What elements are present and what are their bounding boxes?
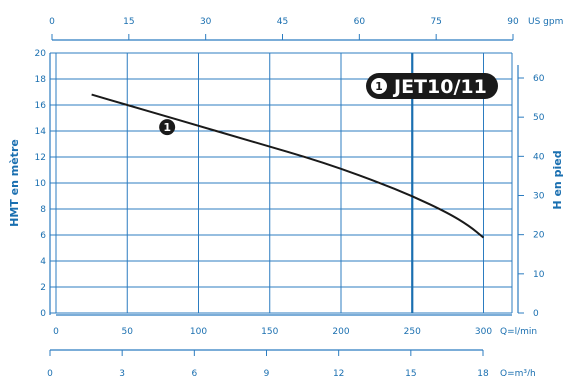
left-axis-title: HMT en mètre xyxy=(8,139,21,227)
left-tick-label: 4 xyxy=(40,257,46,267)
curve-marker xyxy=(159,119,176,136)
top-tick-label: 30 xyxy=(200,17,212,27)
left-tick-label: 2 xyxy=(40,283,46,293)
right-tick-label: 0 xyxy=(533,309,539,319)
bottom2-tick-label: 0 xyxy=(47,369,53,376)
top-axis-label: US gpm xyxy=(528,17,563,27)
bottom2-axis-label: Q=m³/h xyxy=(500,369,536,376)
left-tick-label: 6 xyxy=(40,231,46,241)
left-tick-label: 20 xyxy=(35,49,47,59)
bottom2-tick-label: 9 xyxy=(264,369,270,376)
top-tick-label: 90 xyxy=(507,17,519,27)
labels: HMT en mètre H en pied 1 1 JET10/11 xyxy=(8,73,564,227)
bottom2-tick-label: 18 xyxy=(477,369,489,376)
bottom-axis-label: Q=l/min xyxy=(500,327,537,337)
bottom2-tick-label: 12 xyxy=(333,369,344,376)
top-tick-label: 75 xyxy=(430,17,441,27)
curve-marker-label: 1 xyxy=(163,121,171,134)
legend-badge-marker-label: 1 xyxy=(375,80,383,93)
series-line xyxy=(91,93,485,239)
left-tick-label: 14 xyxy=(35,127,47,137)
left-tick-label: 10 xyxy=(35,179,47,189)
top-tick-label: 60 xyxy=(354,17,366,27)
right-axis-title: H en pied xyxy=(551,150,564,209)
right-tick-label: 40 xyxy=(533,152,545,162)
curves xyxy=(91,93,485,239)
bottom-tick-label: 300 xyxy=(475,327,492,337)
right-tick-label: 50 xyxy=(533,113,545,123)
bottom-tick-label: 150 xyxy=(261,327,278,337)
bottom2-tick-label: 3 xyxy=(119,369,125,376)
bottom2-tick-label: 15 xyxy=(405,369,416,376)
bottom-tick-label: 0 xyxy=(53,327,59,337)
legend-badge-label: JET10/11 xyxy=(392,76,487,98)
legend-badge xyxy=(366,73,498,99)
right-tick-label: 10 xyxy=(533,270,545,280)
right-tick-label: 60 xyxy=(533,74,545,84)
bottom-tick-label: 200 xyxy=(332,327,349,337)
right-tick-label: 20 xyxy=(533,231,545,241)
right-tick-label: 30 xyxy=(533,192,545,202)
left-tick-label: 16 xyxy=(35,101,47,111)
bottom-tick-label: 50 xyxy=(122,327,134,337)
bottom2-tick-label: 6 xyxy=(191,369,197,376)
left-tick-label: 12 xyxy=(35,153,46,163)
bottom-tick-label: 250 xyxy=(404,327,421,337)
left-tick-label: 8 xyxy=(40,205,46,215)
left-tick-label: 18 xyxy=(35,75,47,85)
top-tick-label: 45 xyxy=(277,17,288,27)
left-tick-label: 0 xyxy=(40,309,46,319)
bottom-tick-label: 100 xyxy=(190,327,207,337)
top-tick-label: 15 xyxy=(123,17,134,27)
legend-badge-marker xyxy=(371,78,387,94)
top-tick-label: 0 xyxy=(49,17,55,27)
